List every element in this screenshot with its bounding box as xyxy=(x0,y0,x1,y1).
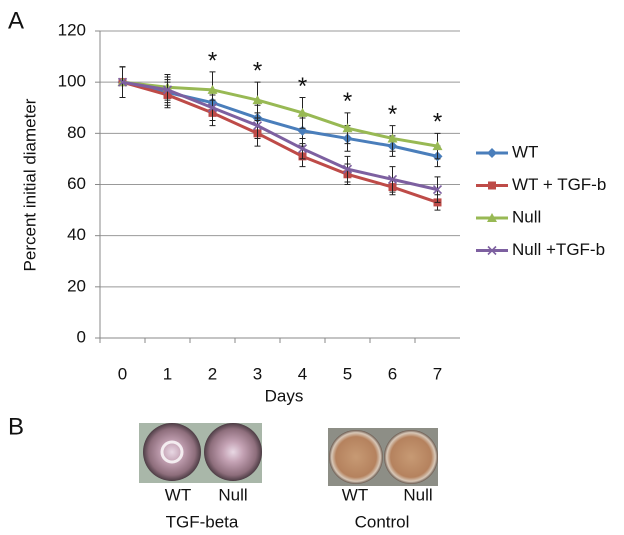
annotation: * xyxy=(208,47,217,74)
x-tick-label: 5 xyxy=(343,364,352,383)
well-label: Null xyxy=(403,485,432,504)
marker xyxy=(342,164,353,174)
well xyxy=(143,423,201,481)
well-label: WT xyxy=(165,485,191,504)
panel-label: A xyxy=(8,7,24,34)
marker xyxy=(387,174,398,184)
annotation: * xyxy=(298,73,307,100)
marker xyxy=(432,185,443,195)
y-tick-label: 80 xyxy=(67,123,86,142)
x-tick-label: 3 xyxy=(253,364,262,383)
annotation: * xyxy=(343,88,352,115)
marker xyxy=(252,121,263,131)
annotation: * xyxy=(253,58,262,85)
series-line xyxy=(122,80,438,204)
group-caption: TGF-beta xyxy=(166,512,239,531)
x-tick-label: 1 xyxy=(163,364,172,383)
y-tick-label: 20 xyxy=(67,276,86,295)
marker xyxy=(252,95,263,105)
marker xyxy=(432,141,443,151)
x-tick-label: 7 xyxy=(433,364,442,383)
series xyxy=(117,66,443,203)
marker xyxy=(297,144,308,154)
y-tick-label: 120 xyxy=(58,20,86,39)
panel-b-images xyxy=(139,423,438,486)
x-tick-label: 4 xyxy=(298,364,307,383)
x-tick-label: 6 xyxy=(388,364,397,383)
y-tick-label: 60 xyxy=(67,174,86,193)
y-tick-label: 0 xyxy=(77,327,86,346)
marker xyxy=(487,148,497,158)
well xyxy=(384,430,438,484)
marker xyxy=(488,181,496,190)
x-tick-label: 0 xyxy=(118,364,127,383)
series-line xyxy=(122,80,438,192)
x-axis-label: Days xyxy=(265,386,304,405)
series-line xyxy=(122,80,438,148)
group-caption: Control xyxy=(355,512,410,531)
marker xyxy=(387,133,398,143)
marker xyxy=(207,84,218,94)
marker xyxy=(297,107,308,117)
annotation: * xyxy=(433,109,442,136)
legend-label: WT xyxy=(512,142,538,161)
marker xyxy=(207,103,218,113)
y-tick-label: 40 xyxy=(67,225,86,244)
marker xyxy=(162,85,173,95)
panel-label: B xyxy=(8,413,24,440)
marker xyxy=(297,125,308,136)
well xyxy=(204,423,262,481)
marker xyxy=(487,213,497,222)
well-label: WT xyxy=(342,485,368,504)
x-tick-label: 2 xyxy=(208,364,217,383)
legend-label: WT + TGF-b xyxy=(512,175,606,194)
legend-label: Null xyxy=(512,207,541,226)
well-label: Null xyxy=(218,485,247,504)
marker xyxy=(342,123,353,133)
annotation: * xyxy=(388,101,397,128)
legend-label: Null +TGF-b xyxy=(512,240,605,259)
y-tick-label: 100 xyxy=(58,72,86,91)
y-axis-label: Percent initial diameter xyxy=(20,98,39,271)
marker xyxy=(487,245,497,256)
marker xyxy=(117,77,128,87)
well xyxy=(329,430,383,484)
well-ring xyxy=(160,440,184,464)
